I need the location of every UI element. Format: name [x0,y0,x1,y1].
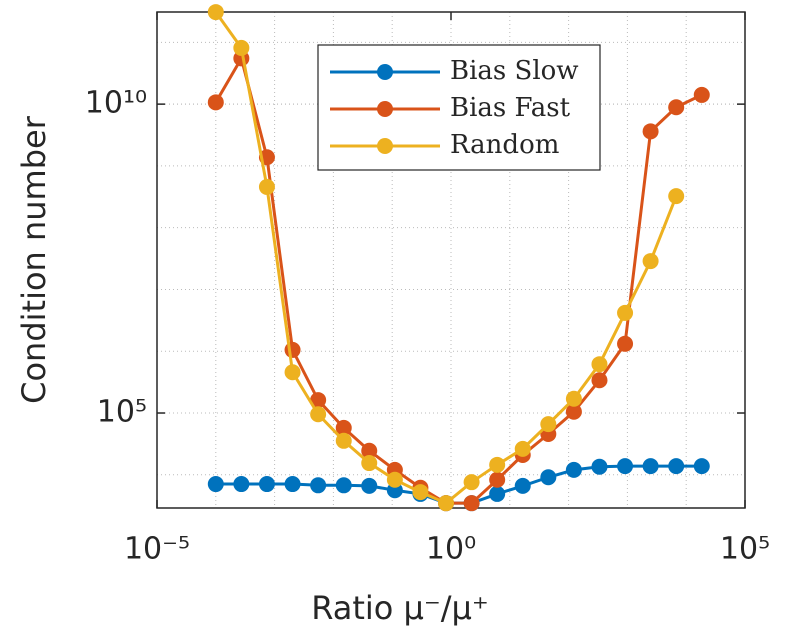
legend-label: Random [450,130,559,160]
data-point [540,416,557,433]
data-point [565,461,582,478]
data-point [233,39,250,56]
data-point [361,455,378,472]
x-tick-label: 10⁻⁵ [124,532,190,567]
data-point [489,471,506,488]
x-tick-label: 10⁵ [720,532,770,567]
data-point [284,364,301,381]
y-axis-label: Condition number [15,115,53,404]
y-tick-label: 10¹⁰ [85,86,147,121]
data-point [437,495,454,512]
data-point [489,485,506,502]
data-point [463,474,480,491]
data-point [284,476,301,493]
data-point [514,477,531,494]
data-point [514,440,531,457]
legend-label: Bias Slow [450,56,579,86]
data-point [617,335,634,352]
data-point [591,372,608,389]
legend-marker [377,138,393,154]
data-point [233,476,250,493]
x-tick-label: 10⁰ [426,532,476,567]
data-point [489,456,506,473]
data-point [386,471,403,488]
data-point [310,406,327,423]
data-point [207,94,224,111]
data-point [310,477,327,494]
data-point [310,392,327,409]
data-point [642,458,659,475]
data-point [258,178,275,195]
data-point [693,458,710,475]
data-point [693,86,710,103]
data-point [335,477,352,494]
data-point [207,4,224,21]
data-point [642,253,659,270]
data-point [463,495,480,512]
data-point [617,304,634,321]
data-point [284,341,301,358]
data-point [565,403,582,420]
data-point [565,390,582,407]
data-point [412,484,429,501]
x-axis-label: Ratio μ⁻/μ⁺ [311,589,489,627]
data-point [591,458,608,475]
data-point [207,476,224,493]
legend-label: Bias Fast [450,93,571,123]
data-point [540,469,557,486]
y-tick-label: 10⁵ [97,395,147,430]
legend-marker [377,101,393,117]
data-point [361,477,378,494]
data-point [642,123,659,140]
data-point [335,419,352,436]
data-point [258,476,275,493]
data-point [335,432,352,449]
data-point [668,458,685,475]
data-point [668,188,685,205]
data-point [361,442,378,459]
legend-marker [377,64,393,80]
data-point [591,356,608,373]
data-point [617,458,634,475]
data-point [668,99,685,116]
